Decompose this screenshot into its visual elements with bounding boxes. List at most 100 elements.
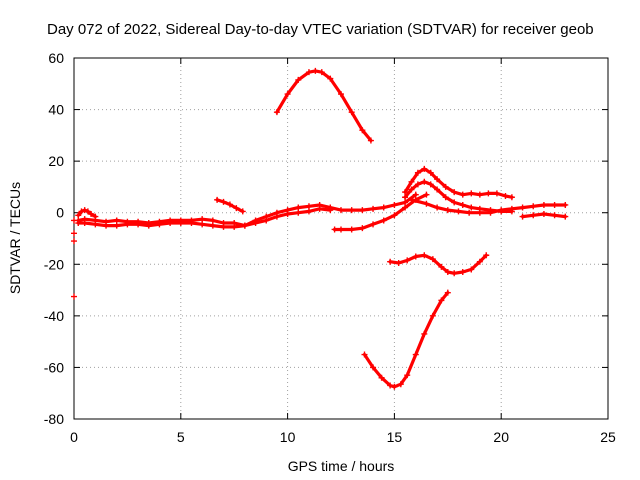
- data-point: [78, 208, 85, 215]
- data-point: [438, 297, 445, 304]
- data-point: [156, 221, 163, 228]
- data-point: [145, 222, 152, 229]
- data-point: [199, 216, 206, 223]
- data-point: [135, 221, 142, 228]
- data-point: [263, 217, 270, 224]
- y-tick-label: -80: [44, 411, 64, 427]
- data-point: [124, 221, 131, 228]
- data-point: [551, 201, 558, 208]
- data-point: [338, 207, 344, 214]
- series-peak-16h: [402, 165, 515, 201]
- data-point: [331, 226, 338, 233]
- data-point: [209, 222, 216, 229]
- data-point: [241, 222, 248, 229]
- data-point: [540, 211, 547, 218]
- x-tick-label: 5: [177, 429, 185, 445]
- data-point: [380, 217, 387, 224]
- data-point: [361, 351, 368, 358]
- y-tick-label: 20: [48, 153, 64, 169]
- data-point: [370, 221, 377, 228]
- x-tick-label: 10: [280, 429, 296, 445]
- data-point: [530, 212, 537, 219]
- data-point: [92, 213, 99, 220]
- data-point: [327, 75, 334, 82]
- y-tick-label: -20: [44, 256, 64, 272]
- plot-frame: [73, 57, 609, 420]
- x-tick-label: 20: [493, 429, 509, 445]
- data-point: [451, 189, 458, 196]
- data-point: [551, 212, 558, 219]
- data-point: [455, 208, 462, 215]
- axis-ticks: 0 5 10 15 20 25 -80 -60 -40 -20 0 20 40 60: [44, 50, 616, 445]
- data-point: [84, 208, 91, 215]
- data-point: [434, 176, 441, 183]
- data-point: [284, 211, 291, 218]
- data-point: [493, 190, 500, 197]
- data-point: [412, 253, 419, 260]
- data-point: [408, 178, 415, 185]
- data-point: [402, 194, 409, 201]
- data-point: [367, 137, 374, 144]
- data-point: [451, 199, 458, 206]
- data-point: [327, 207, 334, 214]
- data-point: [459, 201, 466, 208]
- data-point: [434, 204, 441, 211]
- data-point: [485, 190, 492, 197]
- series-baseline-b: [75, 205, 334, 230]
- data-point: [387, 258, 394, 265]
- data-point: [530, 203, 537, 210]
- data-point: [295, 204, 302, 211]
- data-point: [429, 312, 436, 319]
- data-point: [75, 220, 82, 227]
- data-point: [423, 200, 430, 207]
- data-point: [188, 220, 195, 227]
- data-point: [81, 207, 88, 214]
- data-point: [391, 201, 398, 208]
- data-point: [391, 212, 398, 219]
- grid-lines: [74, 58, 608, 419]
- data-point: [404, 372, 411, 379]
- data-point: [483, 252, 490, 259]
- data-point: [167, 220, 174, 227]
- y-tick-label: 40: [48, 102, 64, 118]
- chart-title: Day 072 of 2022, Sidereal Day-to-day VTE…: [47, 21, 594, 38]
- data-point: [408, 196, 415, 203]
- data-point: [451, 270, 458, 277]
- data-point: [402, 189, 409, 196]
- data-point: [75, 212, 82, 219]
- data-point: [305, 208, 312, 215]
- data-point: [519, 204, 526, 211]
- data-point: [113, 217, 120, 224]
- data-point: [273, 109, 280, 116]
- series-line: [275, 69, 373, 143]
- data-point: [421, 165, 428, 172]
- data-point: [226, 201, 233, 208]
- data-point: [387, 382, 394, 389]
- data-point: [284, 91, 291, 98]
- data-point: [71, 238, 77, 245]
- series-early-hump: [75, 207, 99, 220]
- data-point: [404, 257, 411, 264]
- data-point: [444, 269, 451, 276]
- data-point: [540, 201, 547, 208]
- data-point: [359, 225, 366, 232]
- y-tick-label: 60: [48, 50, 64, 66]
- data-point: [421, 330, 428, 337]
- data-point: [81, 220, 88, 227]
- data-point: [421, 178, 428, 185]
- data-point: [414, 181, 421, 188]
- data-point: [412, 351, 419, 358]
- series-segment-12-15h: [331, 191, 430, 233]
- data-point: [220, 223, 227, 230]
- data-point: [273, 213, 280, 220]
- series-low-trail-21-23h: [519, 211, 569, 220]
- data-point: [103, 222, 110, 229]
- data-point: [468, 204, 475, 211]
- data-point: [380, 204, 387, 211]
- x-tick-label: 25: [600, 429, 616, 445]
- data-point: [318, 69, 325, 76]
- series-line: [362, 291, 450, 389]
- data-point: [459, 269, 466, 276]
- data-point: [429, 256, 436, 263]
- data-point: [88, 211, 95, 218]
